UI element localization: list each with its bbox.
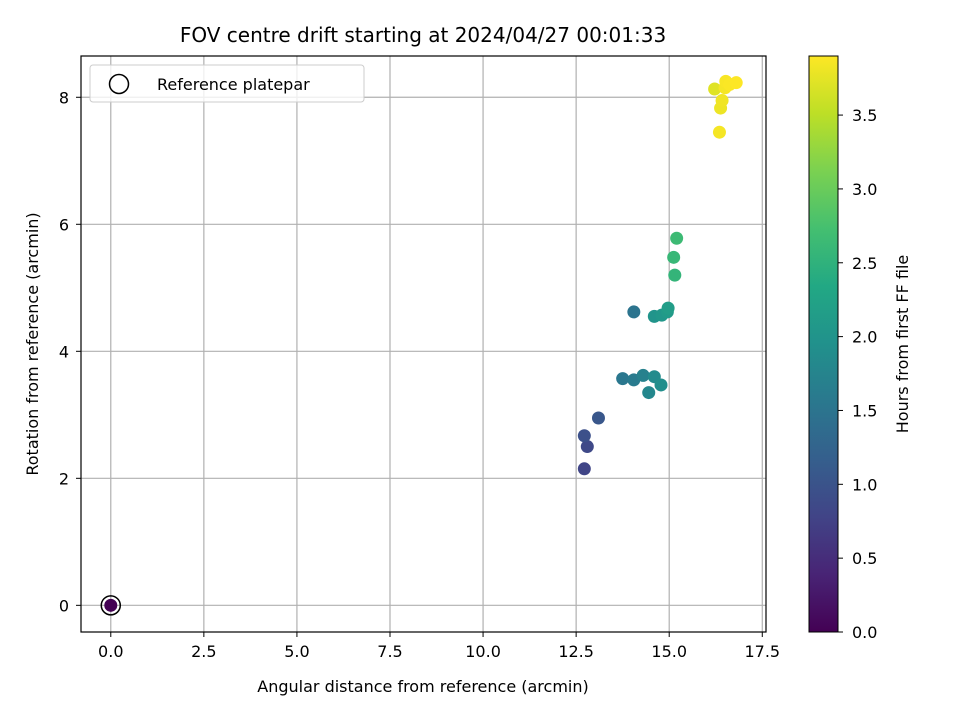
x-tick-label: 0.0 [98,642,123,661]
x-axis-label: Angular distance from reference (arcmin) [257,677,588,696]
y-tick-label: 2 [59,469,69,488]
y-tick-label: 4 [59,342,69,361]
x-tick-label: 12.5 [558,642,594,661]
x-tick-label: 7.5 [377,642,402,661]
x-tick-label: 5.0 [284,642,309,661]
data-point [729,76,743,90]
y-tick-label: 0 [59,596,69,615]
grid-lines [81,56,766,632]
colorbar-tick-label: 1.5 [852,401,877,420]
colorbar-tick-label: 3.5 [852,106,877,125]
legend-entry-reference-platepar: Reference platepar [157,75,310,94]
data-point [104,598,118,612]
data-points [104,74,743,612]
data-point [591,411,605,425]
legend: Reference platepar [89,64,365,103]
colorbar-tick-label: 2.0 [852,328,877,347]
data-point [715,93,729,107]
colorbar-tick-label: 3.0 [852,180,877,199]
colorbar-tick-label: 1.0 [852,475,877,494]
data-point [577,462,591,476]
colorbar-tick-label: 0.5 [852,549,877,568]
plot-area-frame [80,55,767,633]
data-point [708,82,722,96]
data-point [670,231,684,245]
x-tick-label: 15.0 [651,642,687,661]
data-point [667,250,681,264]
data-point [580,440,594,454]
legend-box [89,64,365,103]
data-point [636,368,650,382]
data-point [616,372,630,386]
reference-platepar-marker [100,595,122,616]
data-point [661,301,675,315]
x-tick-label: 17.5 [744,642,780,661]
y-axis-label: Rotation from reference (arcmin) [23,212,42,475]
colorbar-tick-label: 0.0 [852,623,877,642]
colorbar-ticks: 0.0 0.5 1.0 1.5 2.0 2.5 3.0 3.5 [838,106,877,642]
data-point [712,125,726,139]
x-axis-ticks: 0.0 2.5 5.0 7.5 10.0 12.5 15.0 17.5 [98,632,780,661]
colorbar-tick-label: 2.5 [852,254,877,273]
chart-title: FOV centre drift starting at 2024/04/27 … [180,23,666,47]
y-tick-label: 8 [59,88,69,107]
y-tick-label: 6 [59,215,69,234]
data-point [654,378,668,392]
x-tick-label: 2.5 [191,642,216,661]
data-point [642,386,656,400]
legend-reference-marker [108,73,130,95]
colorbar-gradient [808,55,839,633]
data-point [627,305,641,319]
x-tick-label: 10.0 [465,642,501,661]
y-axis-ticks: 0 2 4 6 8 [59,88,81,615]
colorbar-label: Hours from first FF file [893,255,912,434]
reference-marker-layer [100,595,122,616]
data-point [577,429,591,443]
colorbar: 0.0 0.5 1.0 1.5 2.0 2.5 3.0 3.5 Hours from firs… [808,55,912,642]
data-point [668,268,682,282]
